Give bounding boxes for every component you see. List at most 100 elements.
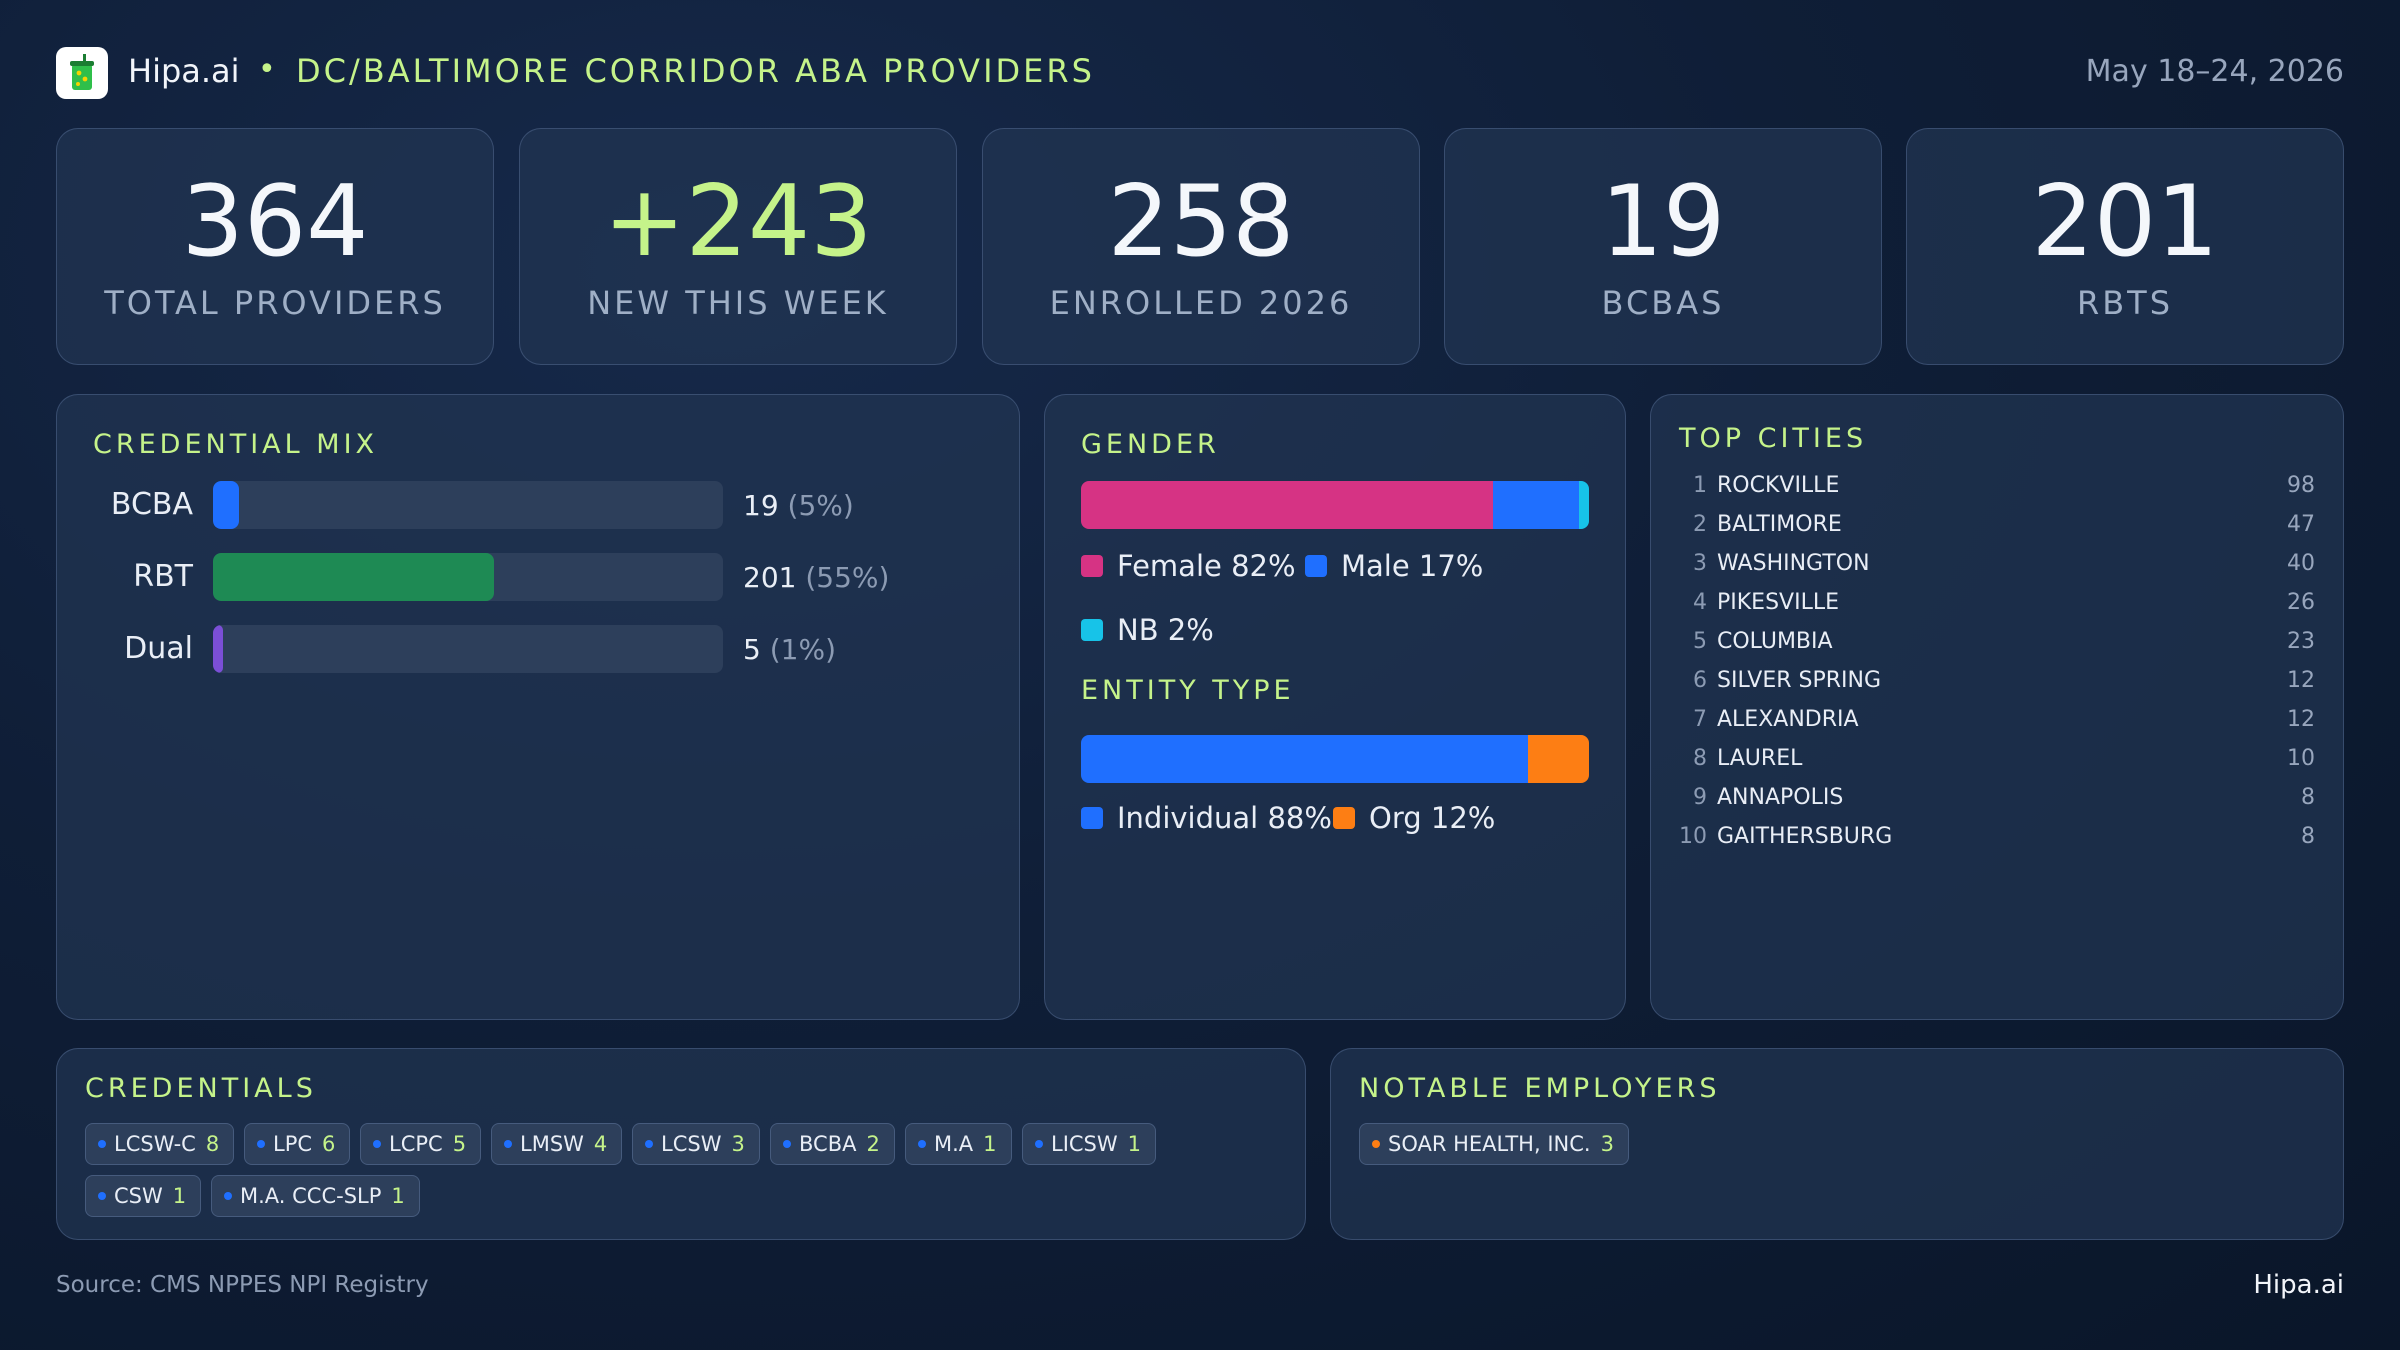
credential-mix-title: CREDENTIAL MIX [93,429,379,460]
credential-bar-track [213,553,723,601]
credential-bar-track [213,625,723,673]
city-row: 1 ROCKVILLE 98 [1651,473,2343,512]
chip-count: 2 [866,1132,880,1156]
city-name: ROCKVILLE [1717,473,1840,498]
kpi-value: +243 [603,165,873,279]
entity-segment-org [1528,735,1589,783]
legend-male: Male 17% [1305,549,1483,583]
credential-chip: LPC 6 [244,1123,351,1165]
credential-chip: M.A. CCC-SLP 1 [211,1175,420,1217]
credential-bar-rbt [213,553,494,601]
gender-segment-nb [1578,481,1589,529]
credential-value: 19 (5%) [743,489,854,522]
city-rank: 3 [1693,551,1707,576]
chip-label: LCPC [389,1132,443,1156]
credentials-title: CREDENTIALS [85,1073,317,1104]
entity-stacked-bar [1081,735,1589,783]
city-rank: 1 [1693,473,1707,498]
entity-segment-individual [1081,735,1529,783]
city-name: WASHINGTON [1717,551,1870,576]
chip-count: 1 [983,1132,997,1156]
chip-dot-icon [918,1140,926,1148]
city-name: GAITHERSBURG [1717,824,1893,849]
employer-chip-list: SOAR HEALTH, INC. 3 [1331,1049,2343,1239]
chip-count: 5 [452,1132,467,1156]
city-row: 3 WASHINGTON 40 [1651,551,2343,590]
city-rank: 5 [1693,629,1707,654]
chip-dot-icon [373,1140,381,1148]
chip-dot-icon [257,1140,265,1148]
credential-percent: (5%) [787,489,854,522]
chip-count: 1 [1127,1132,1142,1156]
chip-count: 8 [205,1132,220,1156]
city-count: 8 [2301,824,2315,849]
page-title: DC/BALTIMORE CORRIDOR ABA PROVIDERS [296,52,1095,90]
chip-label: M.A [934,1132,974,1156]
notable-employers-title: NOTABLE EMPLOYERS [1359,1073,1721,1104]
credential-count: 201 [743,561,797,594]
gender-stacked-bar [1081,481,1589,529]
chip-dot-icon [98,1192,106,1200]
city-count: 10 [2287,746,2315,771]
source-note: Source: CMS NPPES NPI Registry [56,1272,429,1298]
credential-value: 201 (55%) [743,561,889,594]
swatch-female [1081,555,1103,577]
city-count: 12 [2287,668,2315,693]
kpi-label: TOTAL PROVIDERS [104,284,446,322]
city-name: SILVER SPRING [1717,668,1882,693]
city-row: 6 SILVER SPRING 12 [1651,668,2343,707]
brand-name: Hipa.ai [128,52,240,90]
city-name: ALEXANDRIA [1717,707,1859,732]
chip-dot-icon [645,1140,653,1148]
logo-icon [56,47,108,99]
kpi-card-new-this-week: +243 NEW THIS WEEK [519,128,957,365]
credential-label: RBT [133,559,193,594]
kpi-label: ENROLLED 2026 [1049,284,1353,322]
city-row: 10 GAITHERSBURG 8 [1651,824,2343,863]
city-name: LAUREL [1717,746,1803,771]
employer-chip: SOAR HEALTH, INC. 3 [1359,1123,1629,1165]
legend-individual: Individual 88% [1081,801,1332,835]
credentials-panel: CREDENTIALS LCSW-C 8 LPC 6 LCPC 5 LMSW 4 LCSW 3 BC… [56,1048,1306,1240]
credential-chip-list: LCSW-C 8 LPC 6 LCPC 5 LMSW 4 LCSW 3 BCBA 2 M.A 1 LICSW… [57,1049,1305,1239]
city-row: 2 BALTIMORE 47 [1651,512,2343,551]
city-count: 12 [2287,707,2315,732]
city-rank: 8 [1693,746,1707,771]
kpi-label: NEW THIS WEEK [587,284,889,322]
gender-entity-panel: GENDER Female 82% Male 17% NB 2% ENTITY … [1044,394,1626,1020]
swatch-male [1305,555,1327,577]
city-row: 9 ANNAPOLIS 8 [1651,785,2343,824]
chip-dot-icon [783,1140,791,1148]
credential-percent: (55%) [805,561,890,594]
city-list: 1 ROCKVILLE 98 2 BALTIMORE 47 3 WASHINGTON 40 4 PI… [1651,473,2343,873]
kpi-card-bcbas: 19 BCBAS [1444,128,1882,365]
gender-segment-female [1081,481,1494,529]
chip-dot-icon [224,1192,232,1200]
credential-row-bcba: BCBA 19 (5%) [57,481,1019,529]
swatch-nb [1081,619,1103,641]
credential-chip: LCSW-C 8 [85,1123,235,1165]
credential-chip: M.A 1 [905,1123,1012,1165]
chip-label: M.A. CCC-SLP [240,1184,382,1208]
credential-count: 19 [743,489,779,522]
legend-nb: NB 2% [1081,613,1214,647]
credential-bar-dual [213,625,224,673]
header-separator: • [258,52,276,87]
chip-label: LMSW [520,1132,584,1156]
kpi-value: 19 [1600,165,1726,279]
chip-label: LPC [273,1132,313,1156]
chip-label: SOAR HEALTH, INC. [1388,1132,1591,1156]
footer-brand: Hipa.ai [2253,1270,2344,1300]
chip-dot-icon [1035,1140,1043,1148]
city-rank: 7 [1693,707,1707,732]
kpi-label: BCBAS [1601,284,1725,322]
credential-label: Dual [124,631,193,666]
city-name: ANNAPOLIS [1717,785,1844,810]
city-row: 7 ALEXANDRIA 12 [1651,707,2343,746]
credential-chip: LCSW 3 [632,1123,760,1165]
credential-value: 5 (1%) [743,633,836,666]
credential-label: BCBA [110,487,193,522]
credential-percent: (1%) [769,633,837,666]
chip-dot-icon [504,1140,512,1148]
city-name: PIKESVILLE [1717,590,1839,615]
